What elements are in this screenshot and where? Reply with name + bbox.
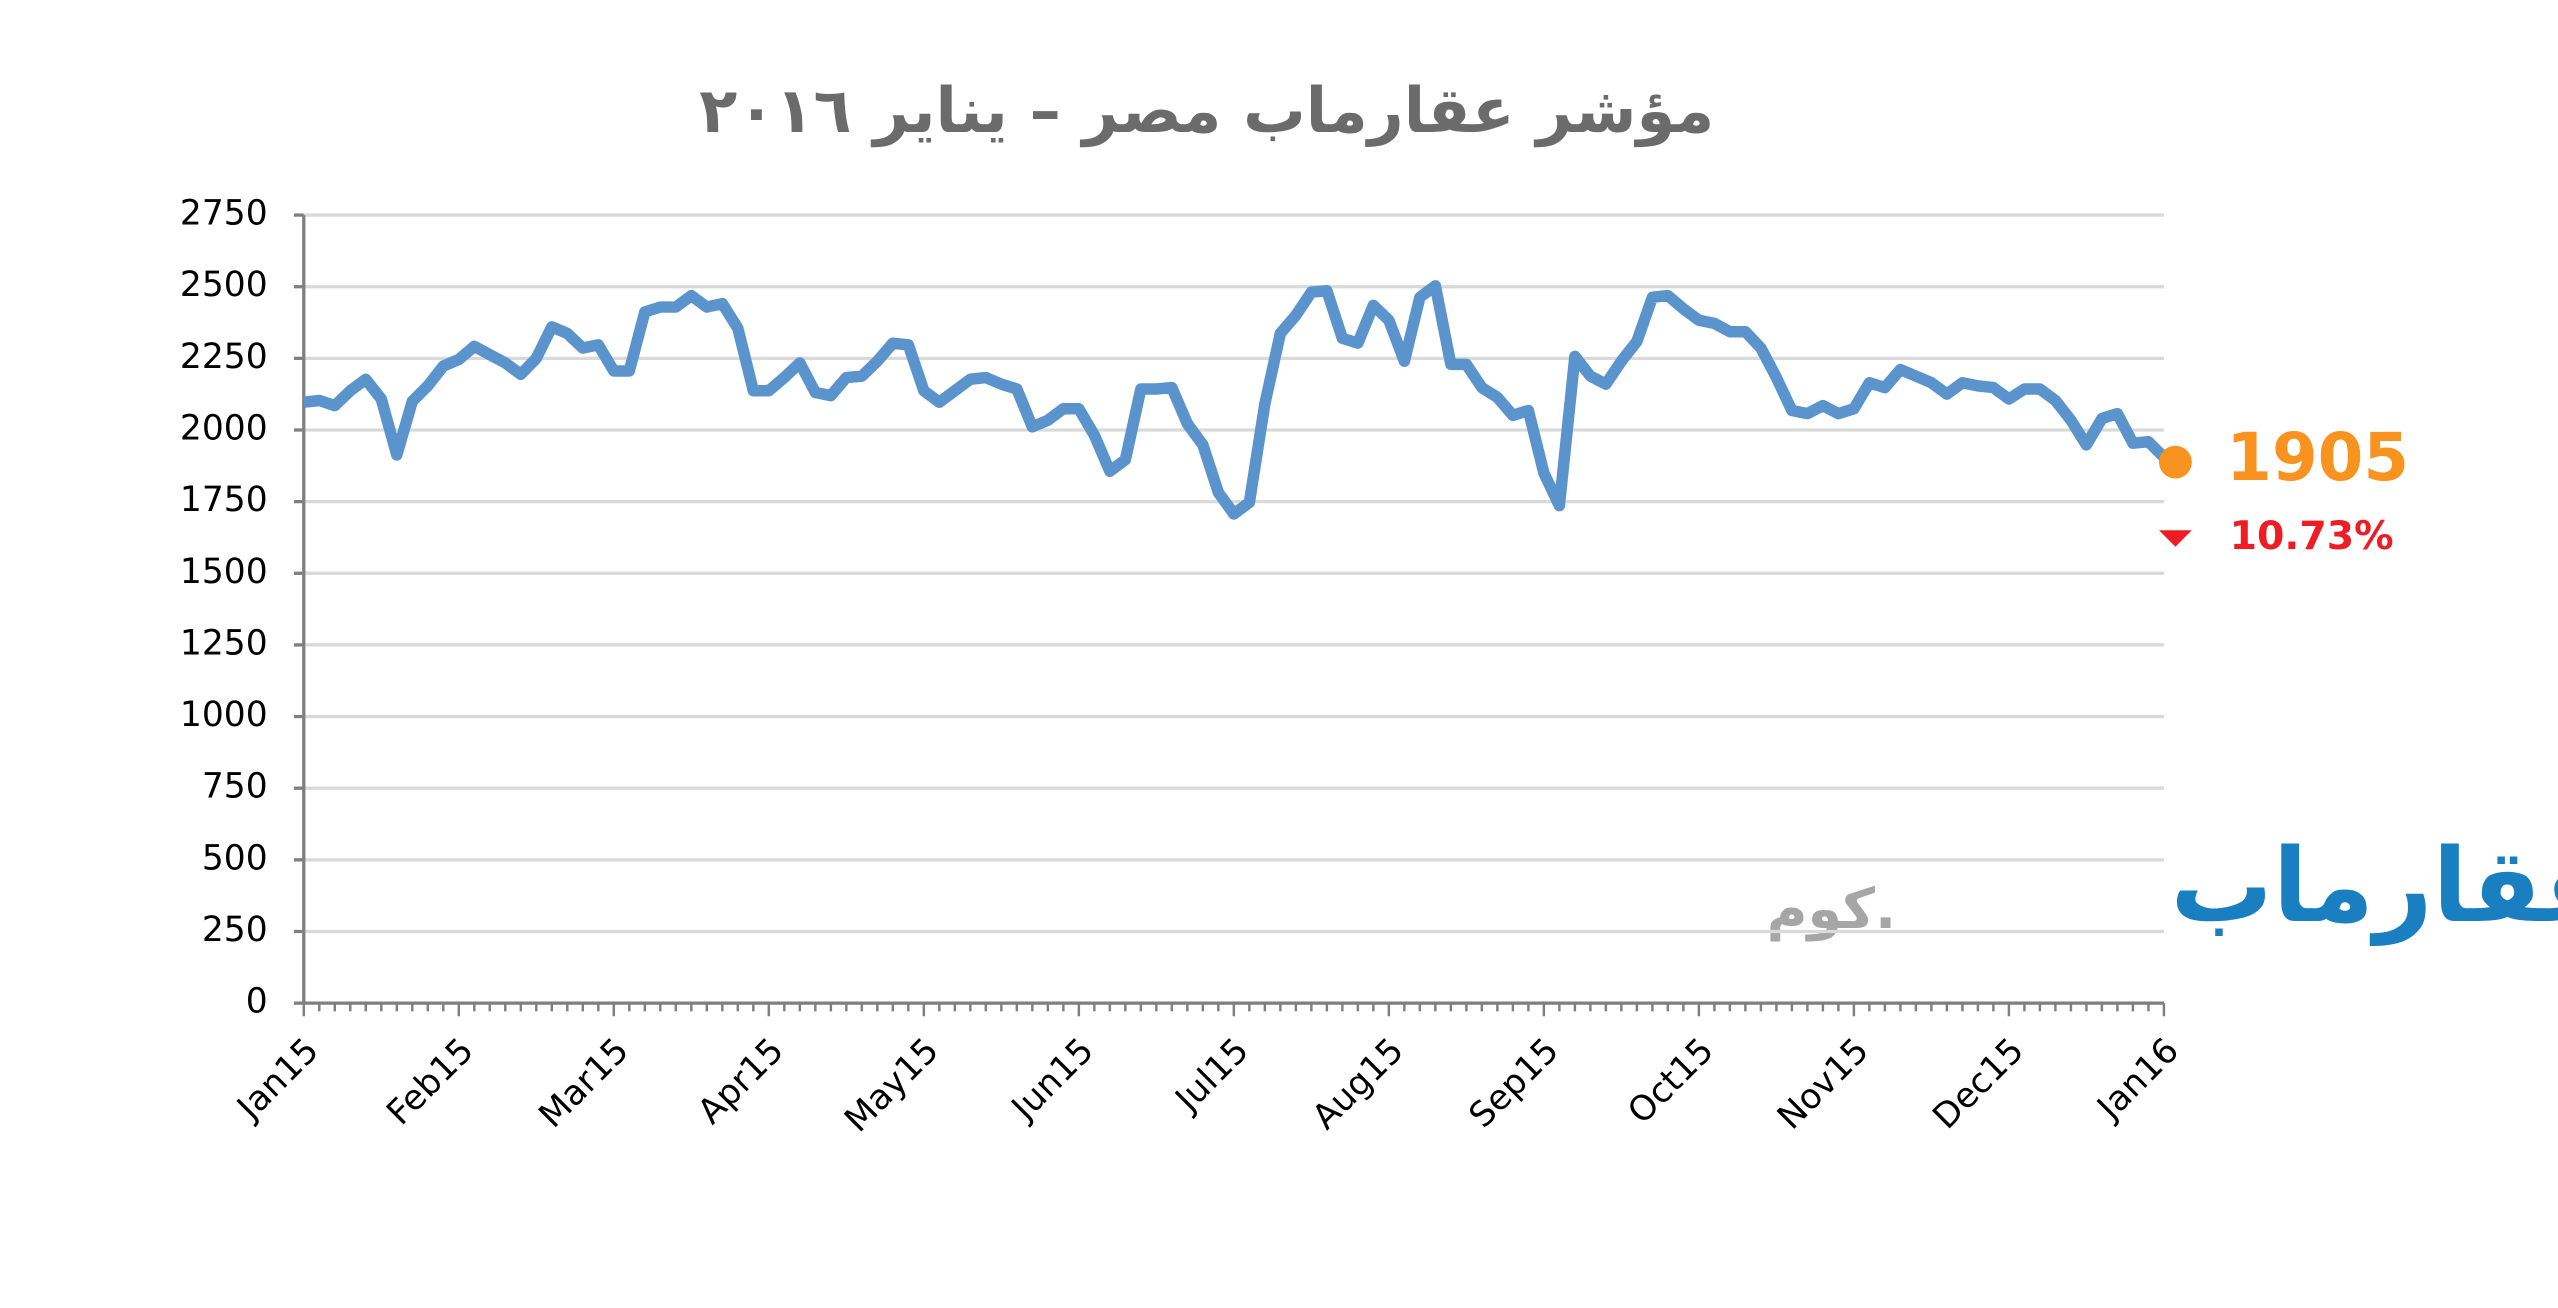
y-tick-label: 2250 [180,337,268,377]
y-tick-label: 2500 [180,265,268,305]
x-tick-label: Nov15 [1770,1031,1877,1138]
x-tick-label: Aug15 [1305,1031,1412,1138]
logo: عقارماب .كوم [1767,828,2558,946]
chart-title: مؤشر عقارماب مصر – يناير ٢٠١٦ [699,74,1714,147]
y-tick-label: 1750 [180,480,268,520]
x-tick-label: Mar15 [531,1031,636,1136]
x-tick-label: Jul15 [1167,1031,1257,1121]
x-tick-label: Jan15 [228,1031,326,1129]
y-tick-label: 1500 [180,552,268,592]
logo-name: عقارماب [2170,828,2558,946]
x-tick-label: Oct15 [1620,1031,1721,1132]
x-tick-label: Apr15 [690,1031,791,1132]
y-tick-label: 2750 [180,194,268,234]
y-tick-label: 1000 [180,695,268,735]
x-tick-label: Jan16 [2089,1031,2187,1129]
x-tick-label: Sep15 [1462,1031,1567,1136]
series-line [303,280,2168,520]
x-tick-label: Dec15 [1925,1031,2031,1137]
y-tick-label: 0 [246,982,268,1022]
x-tick-label: Feb15 [379,1031,481,1133]
x-tick-label: May15 [837,1031,947,1141]
x-tick-label: Jun15 [1003,1031,1102,1130]
last-value-label: 1905 [2226,420,2409,496]
y-tick-label: 1250 [180,623,268,663]
y-tick-label: 750 [202,767,268,807]
y-tick-label: 2000 [180,408,268,448]
last-point [2158,445,2192,479]
y-tick-label: 500 [202,838,268,878]
change-label: 10.73% [2230,513,2394,559]
y-tick-label: 250 [202,910,268,950]
change-arrow [2158,530,2192,547]
